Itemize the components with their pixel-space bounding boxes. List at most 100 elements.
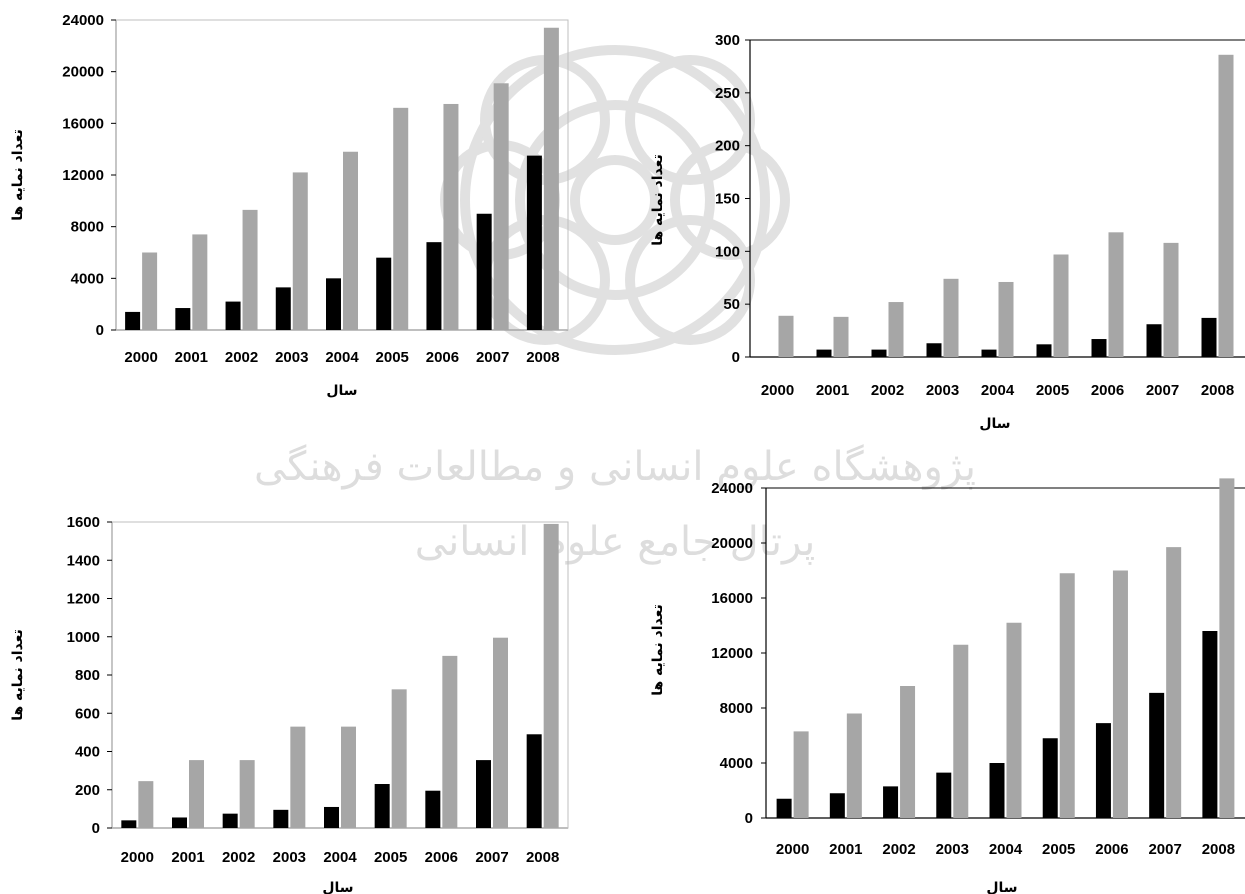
bar-series-2 bbox=[442, 655, 458, 828]
x-category-label: 2004 bbox=[325, 349, 359, 366]
bar-series-1 bbox=[273, 809, 289, 828]
bar-series-2 bbox=[1166, 547, 1182, 818]
bar-series-2 bbox=[343, 151, 358, 330]
x-category-label: 2005 bbox=[376, 349, 409, 366]
bar-series-1 bbox=[989, 763, 1005, 818]
bar-series-2 bbox=[543, 27, 559, 330]
y-tick-label: 200 bbox=[75, 782, 100, 799]
bar-series-1 bbox=[936, 772, 952, 818]
bar-series-1 bbox=[526, 155, 542, 330]
x-category-label: 2005 bbox=[1036, 382, 1069, 399]
x-axis-title: سال bbox=[979, 416, 1010, 432]
bar-series-1 bbox=[476, 213, 492, 330]
bar-series-2 bbox=[242, 209, 258, 330]
bar-series-1 bbox=[1095, 723, 1111, 818]
x-category-label: 2007 bbox=[1146, 382, 1179, 399]
x-category-label: 2002 bbox=[222, 849, 255, 866]
bar-series-1 bbox=[926, 343, 942, 357]
y-tick-label: 600 bbox=[75, 705, 100, 722]
x-category-label: 2008 bbox=[526, 349, 559, 366]
y-tick-label: 12000 bbox=[711, 645, 753, 662]
bar-series-1 bbox=[125, 311, 141, 330]
x-category-label: 2008 bbox=[526, 849, 559, 866]
bar-series-2 bbox=[443, 103, 459, 330]
bar-series-2 bbox=[192, 234, 208, 330]
bar-series-1 bbox=[222, 813, 238, 828]
bar-series-2 bbox=[900, 686, 916, 818]
y-tick-label: 0 bbox=[732, 349, 740, 366]
x-category-label: 2008 bbox=[1202, 841, 1235, 858]
bar-series-2 bbox=[493, 637, 508, 828]
bar-series-2 bbox=[1108, 232, 1124, 357]
y-tick-label: 16000 bbox=[62, 115, 104, 132]
bar-series-1 bbox=[883, 786, 899, 818]
bar-series-1 bbox=[121, 820, 137, 828]
x-category-label: 2000 bbox=[761, 382, 794, 399]
bar-series-1 bbox=[526, 734, 542, 828]
bar-series-2 bbox=[793, 731, 809, 818]
bar-series-2 bbox=[189, 760, 204, 828]
x-category-label: 2006 bbox=[425, 849, 458, 866]
x-category-label: 2002 bbox=[225, 349, 258, 366]
bar-series-1 bbox=[175, 308, 191, 330]
y-tick-label: 12000 bbox=[62, 167, 104, 184]
y-tick-label: 1600 bbox=[67, 514, 100, 531]
bar-series-1 bbox=[776, 798, 792, 818]
y-axis-title: تعداد نمایه ها bbox=[650, 154, 666, 246]
x-category-label: 2002 bbox=[882, 841, 915, 858]
y-tick-label: 24000 bbox=[711, 480, 753, 497]
x-category-label: 2001 bbox=[171, 849, 204, 866]
y-axis-title: تعداد نمایه ها bbox=[650, 604, 666, 696]
x-axis-title: سال bbox=[322, 880, 353, 894]
bar-series-1 bbox=[374, 784, 390, 828]
bar-series-1 bbox=[829, 793, 845, 818]
y-tick-label: 8000 bbox=[71, 219, 104, 236]
y-tick-label: 24000 bbox=[62, 12, 104, 29]
bar-series-1 bbox=[225, 301, 241, 330]
bar-series-1 bbox=[1146, 324, 1162, 357]
bar-series-2 bbox=[393, 107, 409, 330]
y-tick-label: 0 bbox=[96, 322, 104, 339]
bar-series-1 bbox=[1042, 738, 1058, 818]
bar-series-2 bbox=[290, 726, 306, 828]
bar-series-1 bbox=[426, 242, 442, 330]
bar-series-1 bbox=[816, 349, 832, 357]
bar-series-2 bbox=[341, 726, 356, 828]
bar-series-2 bbox=[1163, 242, 1179, 357]
bar-series-1 bbox=[476, 760, 491, 828]
x-category-label: 2000 bbox=[124, 349, 157, 366]
x-category-label: 2004 bbox=[981, 382, 1015, 399]
y-axis-title: تعداد نمایه ها bbox=[10, 129, 26, 221]
bar-series-2 bbox=[1218, 54, 1234, 357]
bar-series-2 bbox=[1006, 622, 1022, 818]
bar-series-2 bbox=[846, 713, 862, 818]
y-tick-label: 0 bbox=[745, 810, 753, 827]
bar-series-1 bbox=[275, 287, 291, 330]
bar-series-1 bbox=[376, 257, 392, 330]
bar-series-2 bbox=[778, 315, 794, 357]
bar-series-2 bbox=[953, 644, 969, 818]
y-tick-label: 16000 bbox=[711, 590, 753, 607]
x-category-label: 2006 bbox=[1095, 841, 1128, 858]
bar-series-1 bbox=[1091, 339, 1107, 357]
bar-series-2 bbox=[292, 172, 308, 330]
y-tick-label: 8000 bbox=[720, 700, 753, 717]
x-category-label: 2006 bbox=[426, 349, 459, 366]
bar-series-1 bbox=[326, 278, 341, 330]
y-axis-title: تعداد نمایه ها bbox=[10, 629, 26, 721]
bar-series-2 bbox=[1219, 478, 1235, 818]
x-category-label: 2004 bbox=[989, 841, 1023, 858]
y-tick-label: 4000 bbox=[71, 270, 104, 287]
x-category-label: 2003 bbox=[936, 841, 969, 858]
x-category-label: 2001 bbox=[816, 382, 849, 399]
bar-series-1 bbox=[172, 817, 187, 828]
bar-series-1 bbox=[981, 349, 997, 357]
x-category-label: 2006 bbox=[1091, 382, 1124, 399]
bar-series-2 bbox=[493, 83, 509, 331]
y-tick-label: 150 bbox=[715, 191, 740, 208]
x-category-label: 2005 bbox=[1042, 841, 1075, 858]
